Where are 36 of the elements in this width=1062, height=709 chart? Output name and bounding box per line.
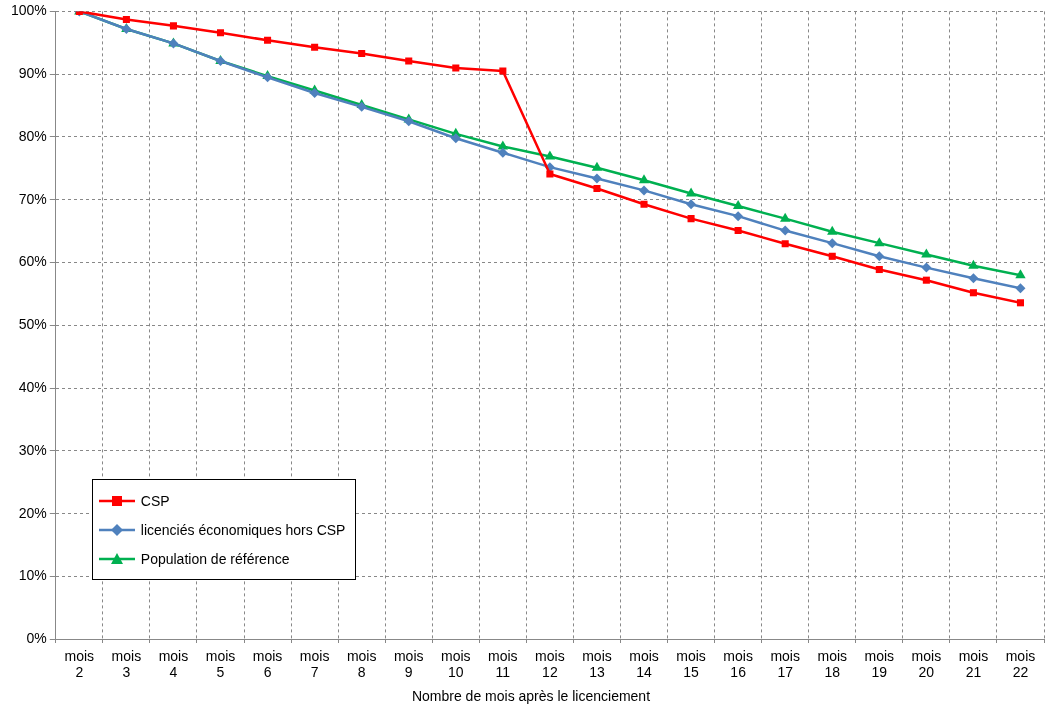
- legend-label: Population de référence: [140, 550, 290, 567]
- y-tick-label: 80%: [18, 127, 47, 144]
- x-tick-label: mois 2: [64, 647, 95, 681]
- legend-label: CSP: [140, 492, 170, 509]
- y-tick-label: 50%: [18, 316, 47, 333]
- y-tick-label: 40%: [18, 379, 47, 396]
- x-tick-label: mois 4: [158, 647, 189, 681]
- y-tick-label: 20%: [18, 504, 47, 521]
- x-tick-label: mois 11: [488, 647, 518, 681]
- x-tick-label: mois 7: [299, 647, 330, 681]
- x-tick-label: mois 6: [252, 647, 283, 681]
- x-tick-label: mois 18: [817, 647, 848, 681]
- x-tick-label: mois 5: [205, 647, 236, 681]
- x-tick-label: mois 15: [676, 647, 706, 681]
- x-axis-title: Nombre de mois après le licenciement: [410, 688, 652, 704]
- x-tick-label: mois 21: [958, 647, 989, 681]
- legend-label: licenciés économiques hors CSP: [140, 521, 346, 538]
- x-tick-label: mois 9: [393, 647, 424, 681]
- x-tick-label: mois 8: [346, 647, 377, 681]
- x-tick-label: mois 12: [535, 647, 565, 681]
- x-tick-label: mois 19: [864, 647, 895, 681]
- x-tick-label: mois 14: [629, 647, 659, 681]
- x-tick-label: mois 3: [111, 647, 142, 681]
- y-tick-label: 100%: [10, 2, 47, 19]
- x-tick-label: mois 20: [911, 647, 942, 681]
- x-tick-label: mois 10: [441, 647, 471, 681]
- x-tick-label: mois 13: [582, 647, 612, 681]
- x-tick-label: mois 22: [1005, 647, 1036, 681]
- y-tick-label: 90%: [18, 65, 47, 82]
- y-tick-label: 10%: [18, 567, 47, 584]
- y-tick-label: 60%: [18, 253, 47, 270]
- x-tick-label: mois 16: [723, 647, 753, 681]
- x-tick-label: mois 17: [770, 647, 800, 681]
- y-tick-label: 30%: [18, 441, 47, 458]
- y-tick-label: 70%: [18, 190, 47, 207]
- y-tick-label: 0%: [26, 630, 47, 647]
